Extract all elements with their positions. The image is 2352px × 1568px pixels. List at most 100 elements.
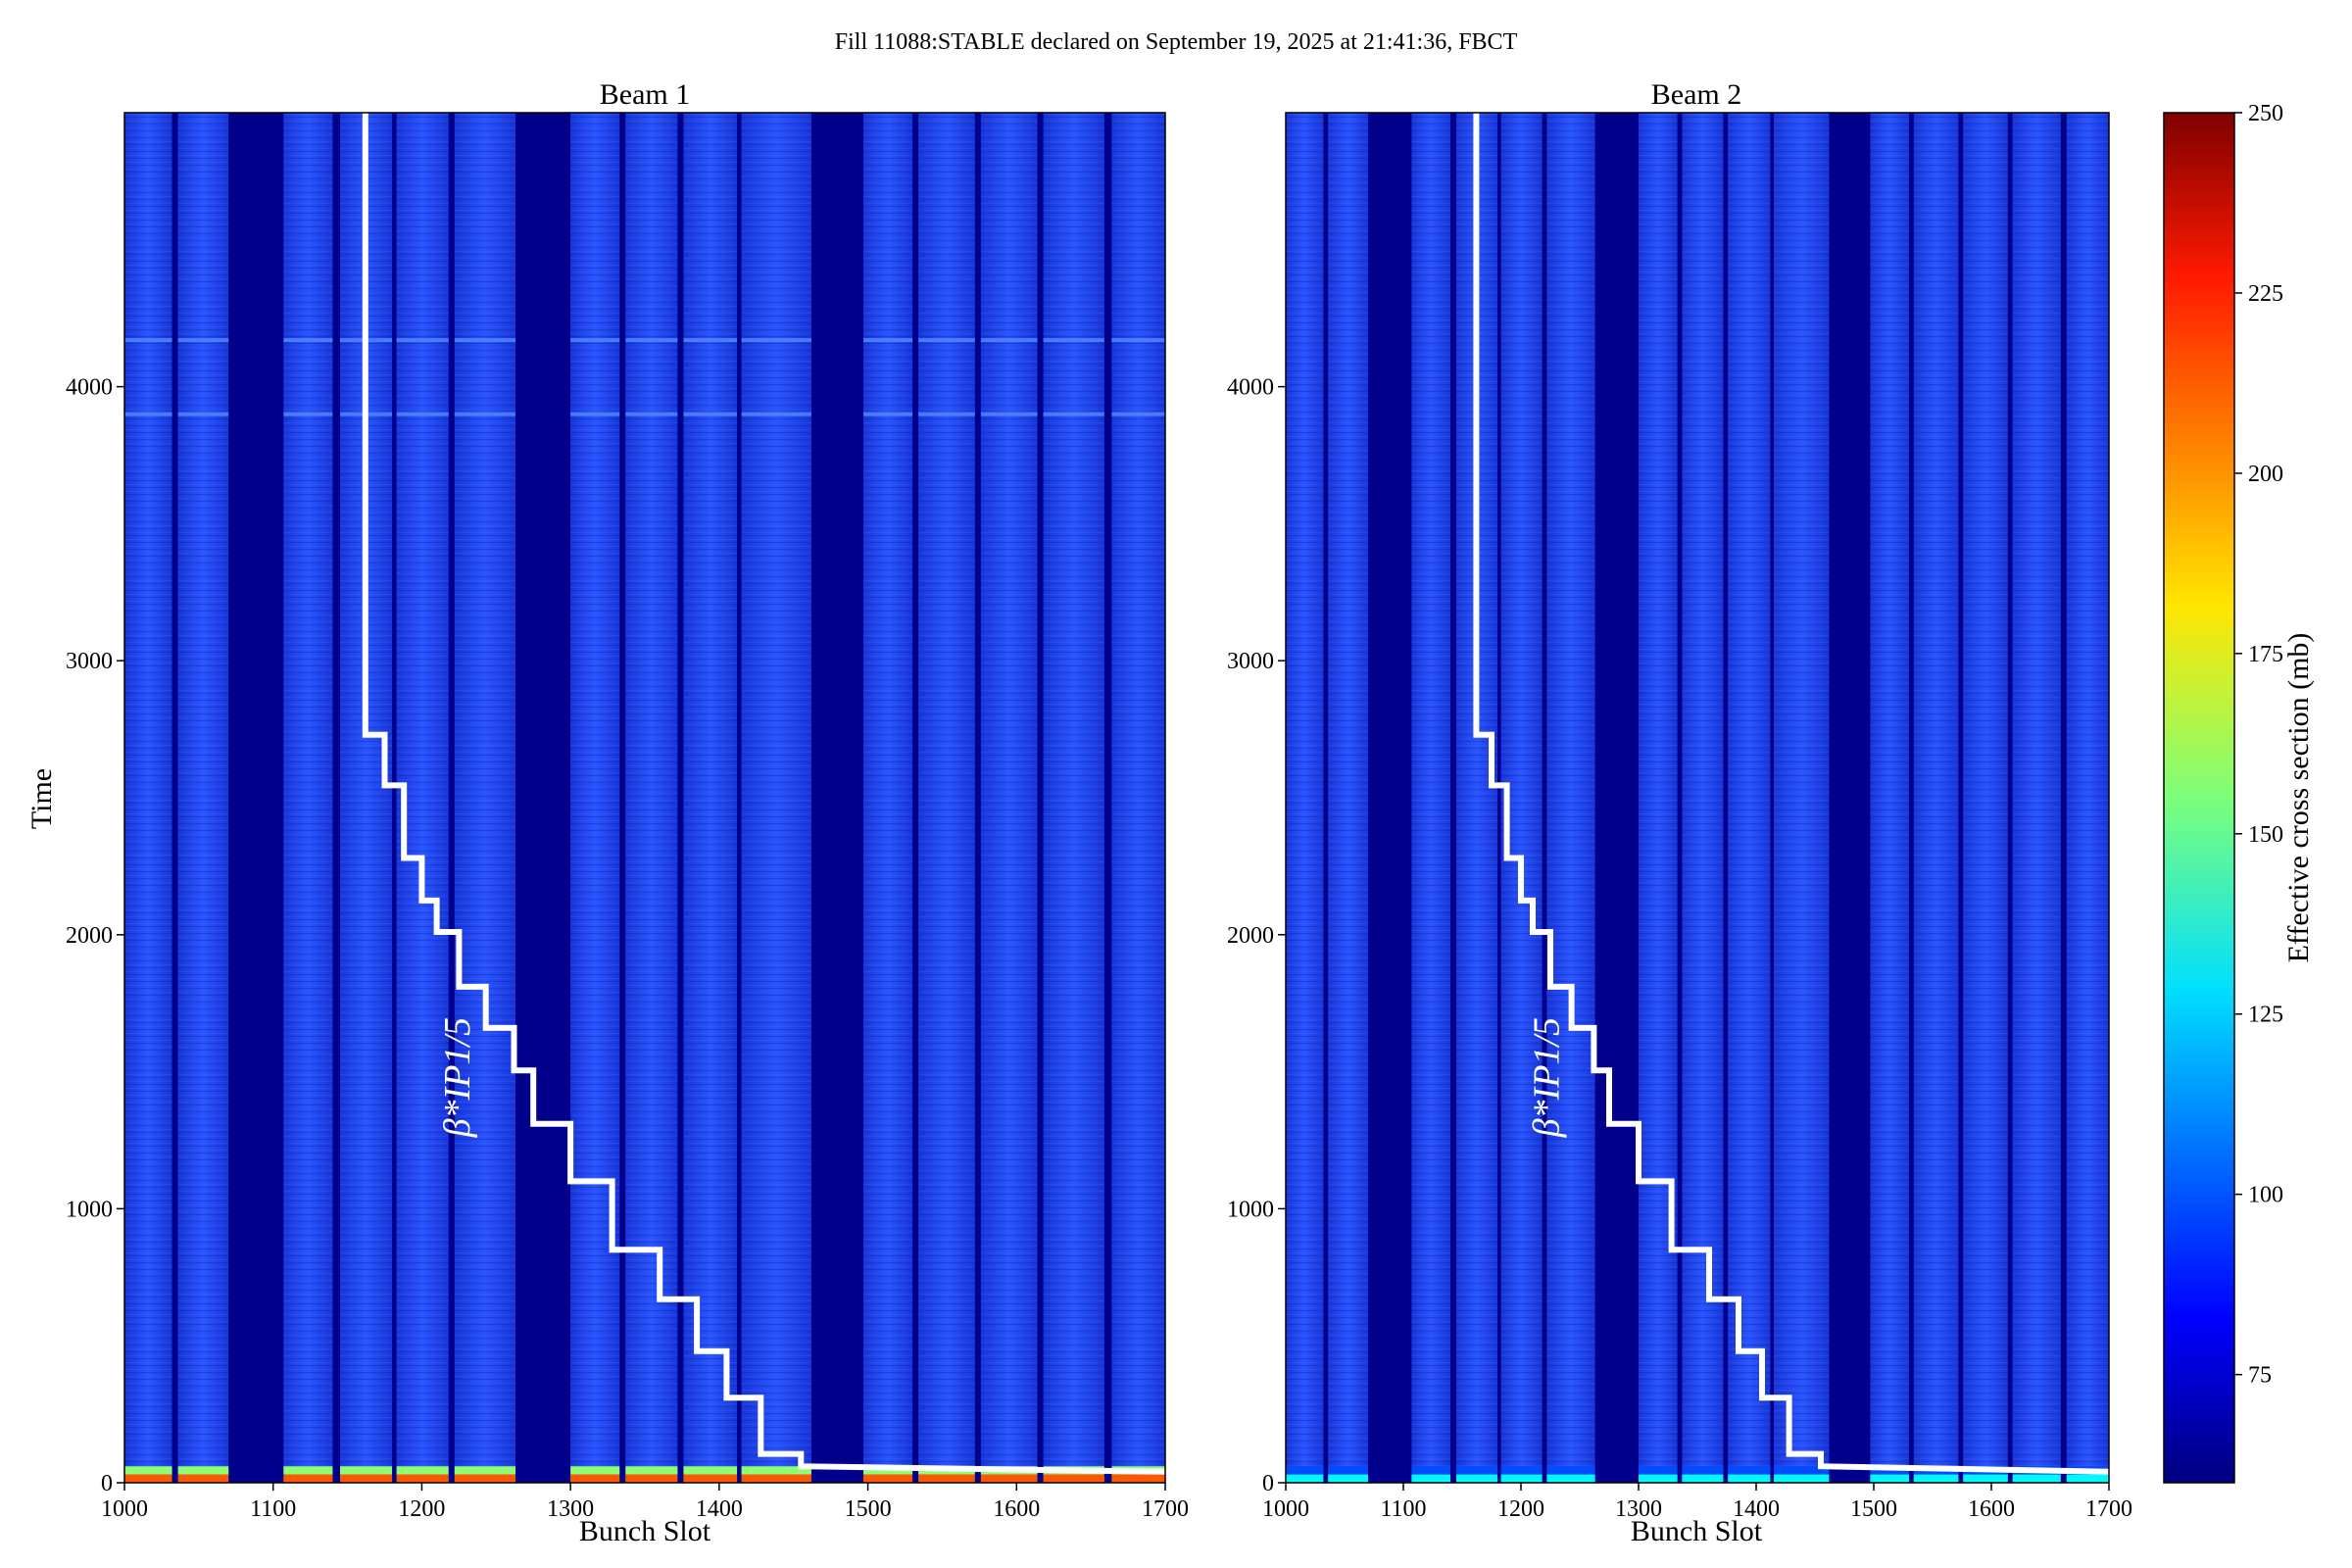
time-feature-line	[283, 338, 333, 343]
time-feature-line	[283, 412, 333, 416]
start-high-region	[1286, 1466, 1324, 1475]
time-feature-line	[1111, 412, 1165, 416]
time-feature-line	[625, 412, 678, 416]
start-high-region	[980, 1474, 1038, 1483]
start-high-region	[1286, 1474, 1324, 1483]
colorbar-tick-label: 200	[2248, 462, 2283, 487]
time-feature-line	[454, 338, 516, 343]
start-high-region	[283, 1474, 333, 1483]
y-tick-label: 4000	[66, 375, 113, 401]
start-high-region	[1328, 1474, 1368, 1483]
time-feature-line	[396, 412, 449, 416]
start-high-region	[1111, 1474, 1165, 1483]
start-high-region	[124, 1474, 172, 1483]
start-high-region	[1870, 1474, 1909, 1483]
y-tick-label: 1000	[66, 1197, 113, 1222]
start-high-region	[1546, 1466, 1595, 1475]
start-high-region	[1639, 1474, 1678, 1483]
y-tick-label: 0	[1262, 1471, 1274, 1496]
start-high-region	[2012, 1474, 2061, 1483]
band-texture	[1111, 113, 1165, 1483]
beta-star-staircase-line	[1473, 113, 2110, 1475]
band-texture	[454, 113, 516, 1483]
band-texture	[1774, 113, 1830, 1483]
start-high-region	[1682, 1466, 1724, 1475]
x-tick-label: 1300	[1615, 1496, 1662, 1522]
axes-beam-2: 1000 1100 1200 1300 1400 1500 1600 170001000200…	[1227, 112, 2132, 1522]
start-high-region	[683, 1474, 738, 1483]
x-tick-label: 1700	[1142, 1496, 1189, 1522]
start-high-region	[1728, 1474, 1771, 1483]
colorbar-tick-label: 175	[2248, 642, 2283, 667]
axes-frame	[123, 112, 1166, 1484]
band-texture	[177, 113, 229, 1483]
y-tick-label: 2000	[1227, 923, 1274, 949]
start-high-region	[177, 1466, 229, 1475]
start-high-region	[1682, 1474, 1724, 1483]
x-tick-label: 1100	[1380, 1496, 1426, 1522]
colorbar-tick-label: 75	[2248, 1363, 2272, 1389]
x-tick-label: 1300	[547, 1496, 594, 1522]
band-texture	[741, 113, 811, 1483]
beta-star-label: β*IP1/5	[1526, 1017, 1567, 1138]
x-tick-label: 1000	[1262, 1496, 1309, 1522]
y-tick-label: 1000	[1227, 1197, 1274, 1222]
axes-frame	[1285, 112, 2110, 1484]
time-feature-line	[625, 338, 678, 343]
band-texture	[1963, 113, 2008, 1483]
band-texture	[1682, 113, 1724, 1483]
start-high-region	[283, 1466, 333, 1475]
band-texture	[570, 113, 620, 1483]
colorbar-tick-label: 225	[2248, 281, 2283, 307]
colorbar-tick-label: 100	[2248, 1183, 2283, 1208]
x-tick-label: 1100	[250, 1496, 296, 1522]
start-high-region	[177, 1474, 229, 1483]
x-tick-label: 1700	[2085, 1496, 2132, 1522]
band-texture	[1870, 113, 1909, 1483]
band-texture	[2012, 113, 2061, 1483]
time-feature-line	[683, 338, 738, 343]
time-feature-line	[177, 338, 229, 343]
start-high-region	[454, 1466, 516, 1475]
y-tick-label: 3000	[66, 649, 113, 674]
band-texture	[1286, 113, 1324, 1483]
start-high-region	[625, 1474, 678, 1483]
start-high-region	[1328, 1466, 1368, 1475]
start-high-region	[1728, 1466, 1771, 1475]
time-feature-line	[570, 338, 620, 343]
y-tick-label: 2000	[66, 923, 113, 949]
colorbar-gradient	[2163, 112, 2235, 1484]
colorbar-label: Effective cross section (mb)	[2282, 633, 2315, 963]
band-texture	[1411, 113, 1450, 1483]
start-high-region	[570, 1466, 620, 1475]
colorbar-tick-label: 150	[2248, 822, 2283, 848]
time-feature-line	[918, 412, 975, 416]
time-feature-line	[1111, 338, 1165, 343]
start-high-region	[1456, 1474, 1497, 1483]
time-feature-line	[454, 412, 516, 416]
panel-beam-2: Beam 2 β*IP1/5 1000 1100 1200 1300 1400 1500 1…	[1227, 78, 2132, 1547]
x-tick-label: 1600	[1968, 1496, 2015, 1522]
x-tick-label: 1600	[993, 1496, 1040, 1522]
band-texture	[1546, 113, 1595, 1483]
time-feature-line	[396, 338, 449, 343]
start-high-region	[918, 1474, 975, 1483]
start-high-region	[339, 1474, 393, 1483]
start-high-region	[1411, 1466, 1450, 1475]
heatmap-beam-2: β*IP1/5	[1286, 113, 2110, 1483]
band-texture	[2066, 113, 2109, 1483]
band-texture	[625, 113, 678, 1483]
heatmap-beam-1: β*IP1/5	[124, 113, 1166, 1483]
x-tick-label: 1500	[1850, 1496, 1897, 1522]
start-high-region	[570, 1474, 620, 1483]
start-high-region	[741, 1466, 811, 1475]
x-axis-label-beam-2: Bunch Slot	[1631, 1515, 1763, 1547]
start-high-region	[1546, 1474, 1595, 1483]
band-texture	[980, 113, 1038, 1483]
x-tick-label: 1000	[101, 1496, 148, 1522]
time-feature-line	[863, 338, 913, 343]
start-high-region	[1963, 1474, 2008, 1483]
time-feature-line	[980, 338, 1038, 343]
time-feature-line	[124, 412, 172, 416]
